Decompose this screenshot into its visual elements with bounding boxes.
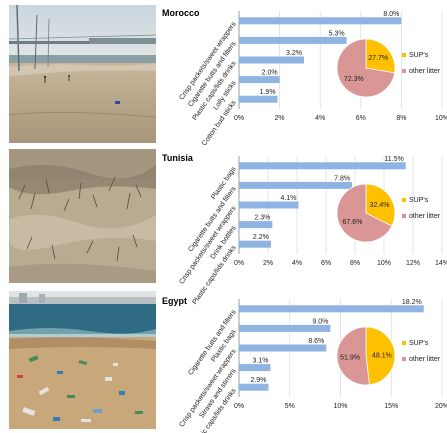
legend-swatch (402, 357, 406, 361)
legend-swatch (402, 198, 406, 202)
bar-value-label: 18.2% (402, 299, 422, 306)
x-tick-label: 0% (234, 260, 244, 267)
x-tick-label: 20% (435, 403, 447, 410)
pie-value-label: 27.7% (368, 55, 388, 62)
pie-value-label: 32.4% (370, 202, 390, 209)
x-tick-label: 4% (292, 260, 302, 267)
bar-value-label: 8.6% (308, 338, 324, 345)
category-label: Crisp packets/sweet wrappers (178, 348, 238, 429)
bar (239, 344, 327, 352)
x-tick-label: 2% (275, 115, 285, 122)
chart-title: Tunisia (162, 153, 194, 163)
pie-slice (365, 183, 396, 227)
pie-slice (365, 38, 396, 74)
bar (239, 364, 271, 372)
pie-slice (336, 38, 396, 98)
bar (239, 324, 331, 332)
x-tick-label: 6% (356, 115, 366, 122)
x-tick-label: 10% (435, 115, 447, 122)
legend-label: SUP's (409, 52, 429, 59)
bar-value-label: 8.0% (383, 11, 399, 18)
x-tick-label: 8% (396, 115, 406, 122)
bar (239, 305, 424, 313)
category-label: Crisp packets/sweet wrappers (178, 205, 238, 286)
legend-swatch (402, 214, 406, 218)
legend-label: other litter (409, 213, 441, 220)
bar (239, 17, 402, 25)
pie-value-label: 72.3% (344, 76, 364, 83)
x-tick-label: 10% (333, 403, 347, 410)
bar-value-label: 3.2% (286, 50, 302, 57)
x-tick-label: 2% (263, 260, 273, 267)
bar-value-label: 5.3% (329, 30, 345, 37)
bar (239, 56, 304, 64)
pie-value-label: 51.9% (340, 354, 360, 361)
x-tick-label: 8% (350, 260, 360, 267)
x-tick-label: 12% (406, 260, 420, 267)
photo-tunisia-beach (9, 149, 156, 283)
bar (239, 181, 353, 189)
bar-value-label: 11.5% (384, 156, 403, 163)
legend-label: SUP's (409, 340, 429, 347)
bar (239, 240, 271, 248)
legend-swatch (402, 69, 406, 73)
bar (239, 162, 406, 170)
bar (239, 383, 269, 391)
bar (239, 221, 273, 229)
pie-value-label: 48.1% (372, 353, 392, 360)
bar (239, 201, 299, 209)
pie-slice (365, 326, 396, 386)
x-tick-label: 15% (384, 403, 398, 410)
bar-value-label: 4.1% (280, 195, 296, 202)
legend-swatch (402, 341, 406, 345)
legend-label: SUP's (409, 197, 429, 204)
bar-value-label: 2.2% (253, 234, 269, 241)
photo-morocco-beach (9, 5, 156, 143)
x-tick-label: 6% (321, 260, 331, 267)
x-tick-label: 10% (377, 260, 391, 267)
bar-value-label: 2.9% (250, 377, 266, 384)
legend-label: other litter (409, 356, 441, 363)
pie-value-label: 67.6% (342, 219, 362, 226)
chart-title: Morocco (162, 8, 200, 18)
pie-slice (336, 183, 393, 243)
bar-value-label: 2.3% (254, 215, 270, 222)
bar-value-label: 2.0% (262, 70, 278, 77)
bar-value-label: 9.0% (312, 318, 328, 325)
x-tick-label: 5% (285, 403, 295, 410)
pie-slice (336, 326, 370, 386)
bar (239, 95, 278, 103)
chart-title: Egypt (162, 296, 187, 306)
bar (239, 76, 280, 84)
bar-value-label: 7.8% (334, 175, 350, 182)
legend-swatch (402, 53, 406, 57)
bar-value-label: 3.1% (252, 358, 268, 365)
bar-value-label: 1.9% (260, 89, 276, 96)
x-tick-label: 0% (234, 403, 244, 410)
bar (239, 36, 347, 44)
photo-egypt-beach (9, 291, 156, 429)
x-tick-label: 0% (234, 115, 244, 122)
x-tick-label: 4% (315, 115, 325, 122)
legend-label: other litter (409, 68, 441, 75)
x-tick-label: 14% (435, 260, 447, 267)
